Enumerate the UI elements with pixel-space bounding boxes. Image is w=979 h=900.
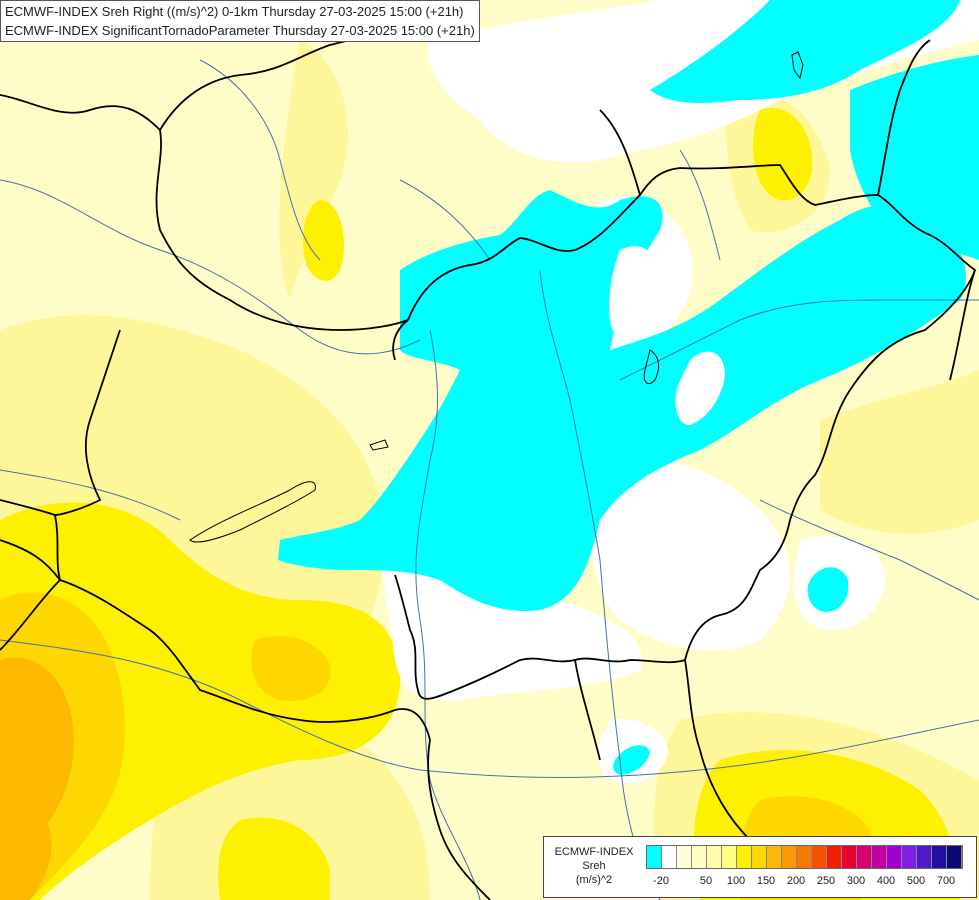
legend-swatch	[782, 846, 797, 868]
legend-tick-label: 150	[756, 875, 776, 887]
legend-ticks: -20 50 100 150 200 250 300 400 500 700	[646, 875, 966, 889]
legend-tick-label: 700	[936, 875, 956, 887]
legend-swatch	[737, 846, 752, 868]
legend-tick-label: 400	[876, 875, 896, 887]
legend-swatch	[707, 846, 722, 868]
title-line-1: ECMWF-INDEX Sreh Right ((m/s)^2) 0-1km T…	[5, 4, 464, 19]
legend-swatch	[767, 846, 782, 868]
field-white-islands	[608, 246, 725, 425]
title-line-2: ECMWF-INDEX SignificantTornadoParameter …	[5, 23, 475, 38]
legend-swatch	[857, 846, 872, 868]
legend-swatch	[887, 846, 902, 868]
field-orange	[0, 657, 74, 900]
country-borders	[0, 29, 976, 900]
legend-swatch	[917, 846, 932, 868]
legend-swatch	[722, 846, 737, 868]
legend-swatch	[692, 846, 707, 868]
legend-swatch	[827, 846, 842, 868]
legend-label-line-2: Sreh	[582, 860, 606, 872]
legend-tick-label: 100	[726, 875, 746, 887]
legend-color-bar	[646, 845, 963, 869]
legend-swatch	[932, 846, 947, 868]
legend-swatch	[662, 846, 677, 868]
legend-tick-label: 50	[699, 875, 713, 887]
field-cyan	[278, 0, 979, 775]
legend-swatch	[902, 846, 917, 868]
legend-tick-label: 500	[906, 875, 926, 887]
legend-label-line-3: (m/s)^2	[575, 874, 613, 886]
map-title-box: ECMWF-INDEX Sreh Right ((m/s)^2) 0-1km T…	[0, 0, 480, 42]
legend-swatch	[947, 846, 962, 868]
legend-swatch	[677, 846, 692, 868]
legend-tick-label: 300	[846, 875, 866, 887]
legend-swatch	[872, 846, 887, 868]
legend-label: ECMWF-INDEX Sreh (m/s)^2	[546, 845, 642, 887]
legend-label-line-1: ECMWF-INDEX	[554, 846, 634, 858]
legend-swatch	[752, 846, 767, 868]
legend-tick-label: 250	[816, 875, 836, 887]
legend-tick-label: -20	[653, 875, 669, 887]
legend-swatch	[797, 846, 812, 868]
legend-tick-label: 200	[786, 875, 806, 887]
legend-swatch	[842, 846, 857, 868]
legend-swatch	[812, 846, 827, 868]
rivers	[0, 59, 979, 900]
color-legend: ECMWF-INDEX Sreh (m/s)^2 -20 50 100 150 200 2…	[543, 836, 977, 898]
legend-swatch	[647, 846, 662, 868]
lakes	[189, 51, 804, 543]
